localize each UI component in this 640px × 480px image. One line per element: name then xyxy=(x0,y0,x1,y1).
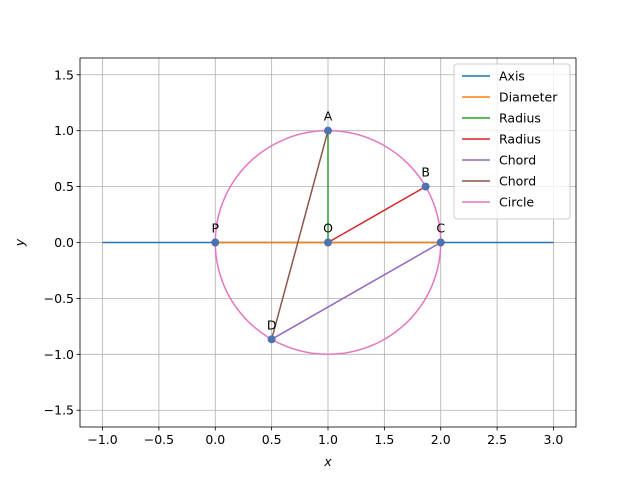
y-tick-label: 1.0 xyxy=(54,123,74,138)
point-marker xyxy=(267,335,276,344)
series-line-chord xyxy=(271,241,442,340)
point-label: D xyxy=(267,317,277,332)
x-tick-label: 0.0 xyxy=(205,432,225,447)
legend-entry: Chord xyxy=(499,174,536,189)
y-tick-label: 0.0 xyxy=(54,235,74,250)
legend-entry: Axis xyxy=(499,69,525,84)
x-tick-label: 0.5 xyxy=(262,432,282,447)
legend-entry: Chord xyxy=(499,153,536,168)
x-tick-label: 3.0 xyxy=(544,432,564,447)
point-label: P xyxy=(211,221,219,236)
y-tick-label: −0.5 xyxy=(44,291,74,306)
series-line-chord xyxy=(270,130,329,340)
y-tick-label: −1.5 xyxy=(44,403,74,418)
point-label: A xyxy=(324,109,333,124)
x-tick-label: 2.5 xyxy=(487,432,507,447)
point-marker xyxy=(324,238,332,247)
x-tick-label: 2.0 xyxy=(431,432,451,447)
x-tick-label: −0.5 xyxy=(144,432,174,447)
point-label: C xyxy=(436,221,445,236)
point-marker xyxy=(436,238,445,247)
y-tick-label: −1.0 xyxy=(44,347,74,362)
point-marker xyxy=(421,182,430,191)
x-tick-label: 1.0 xyxy=(318,432,338,447)
legend-entry: Circle xyxy=(499,195,534,210)
legend-entry: Radius xyxy=(499,132,541,147)
series-line-radius xyxy=(327,185,426,244)
legend-entry: Radius xyxy=(499,111,541,126)
point-marker xyxy=(211,238,220,247)
x-axis-label: x xyxy=(323,454,332,469)
legend-entry: Diameter xyxy=(499,90,558,105)
point-label: B xyxy=(421,165,430,180)
y-tick-label: 0.5 xyxy=(54,179,74,194)
point-marker xyxy=(324,126,332,135)
x-tick-label: 1.5 xyxy=(374,432,394,447)
x-tick-label: −1.0 xyxy=(87,432,117,447)
point-label: O xyxy=(323,221,333,236)
y-axis-label: y xyxy=(12,238,27,247)
y-tick-label: 1.5 xyxy=(54,67,74,82)
